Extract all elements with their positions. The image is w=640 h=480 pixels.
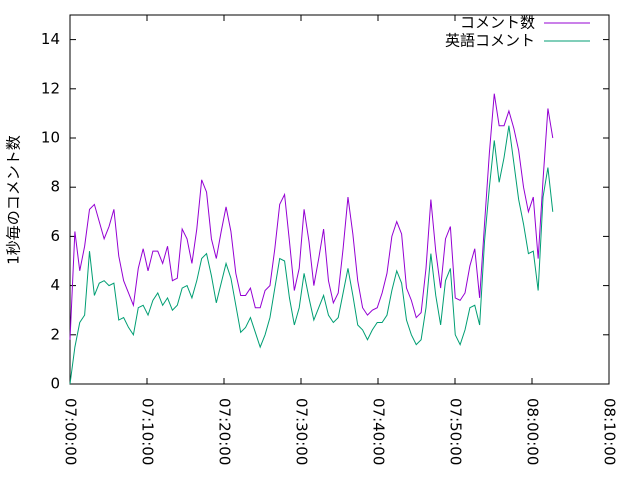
- series-line: [69, 125, 554, 385]
- x-tick-label: 07:10:00: [139, 398, 157, 465]
- plot-border: [69, 14, 610, 385]
- y-tick-label: 12: [41, 79, 60, 97]
- y-tick-label: 8: [50, 178, 60, 196]
- y-tick-label: 14: [41, 30, 60, 48]
- x-tick-label: 08:00:00: [524, 398, 542, 465]
- x-tick-label: 07:50:00: [447, 398, 465, 465]
- y-axis-label: 1秒毎のコメント数: [5, 135, 23, 265]
- legend-label: コメント数: [460, 14, 535, 32]
- legend-label: 英語コメント: [445, 32, 535, 50]
- x-tick-label: 07:00:00: [62, 398, 80, 465]
- y-tick-label: 6: [50, 227, 60, 245]
- x-tick-label: 07:30:00: [293, 398, 311, 465]
- x-tick-label: 07:20:00: [216, 398, 234, 465]
- x-tick-label: 07:40:00: [370, 398, 388, 465]
- y-tick-label: 4: [50, 276, 60, 294]
- y-tick-label: 10: [41, 129, 60, 147]
- y-tick-label: 2: [50, 325, 60, 343]
- series-line: [69, 93, 554, 340]
- x-tick-label: 08:10:00: [601, 398, 619, 465]
- y-tick-label: 0: [50, 375, 60, 393]
